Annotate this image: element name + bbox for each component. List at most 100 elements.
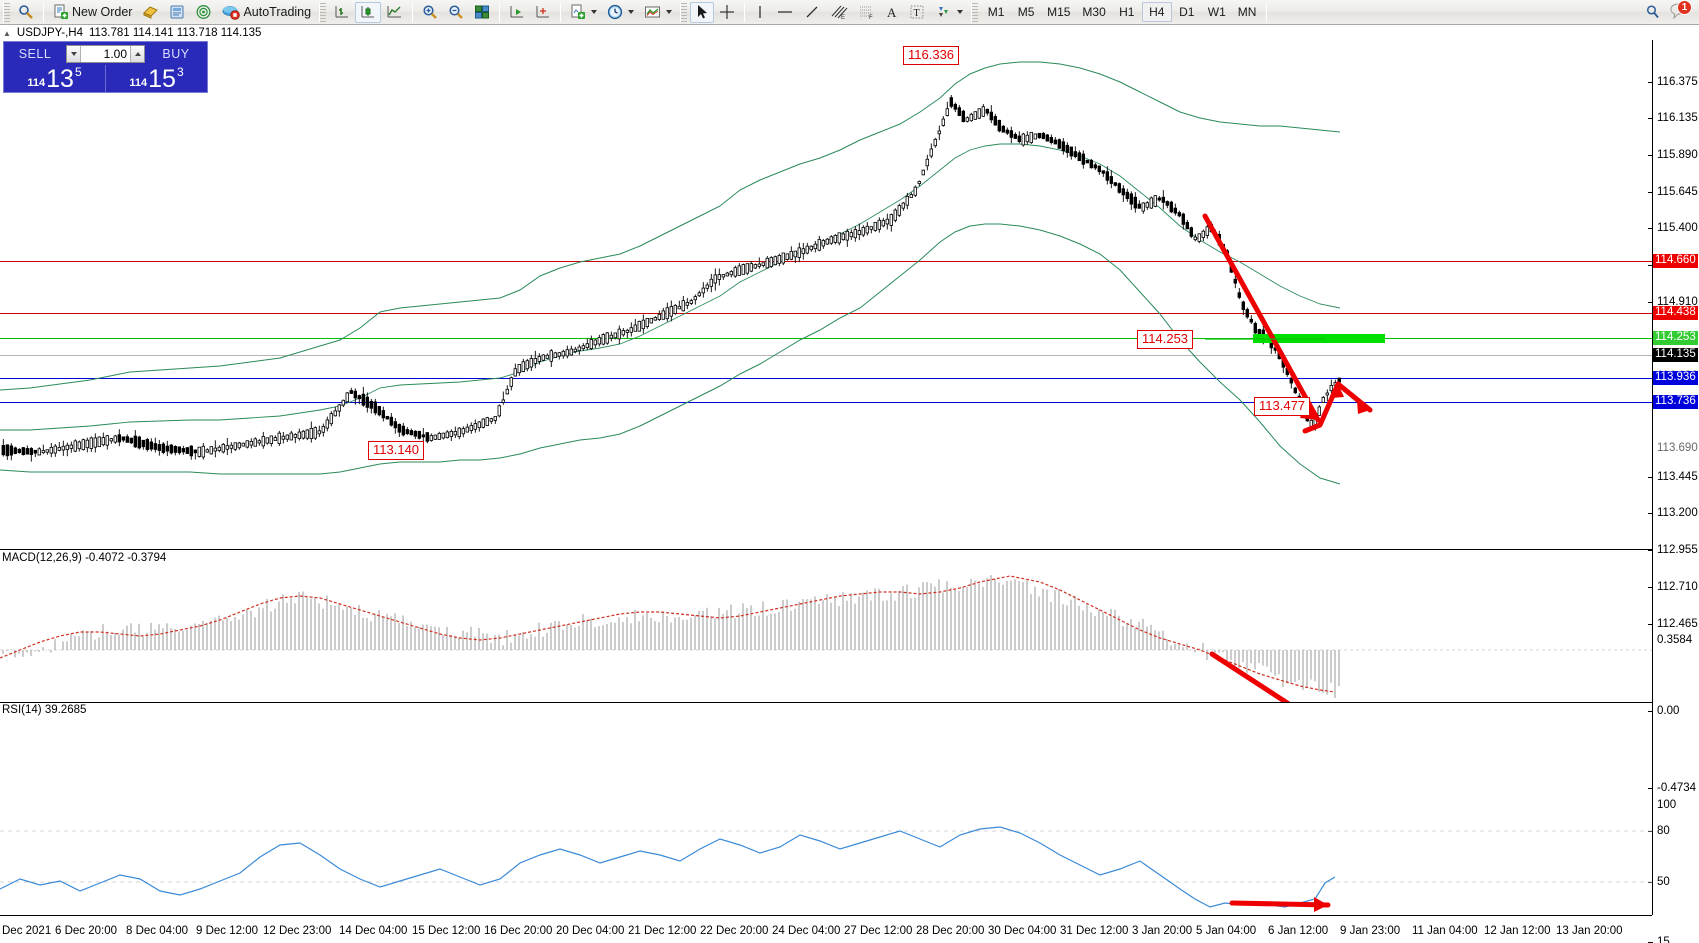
buy-price-sup: 3	[176, 65, 184, 79]
text-label-button[interactable]: T	[904, 2, 930, 23]
strategy-tester-button[interactable]	[164, 2, 190, 23]
vertical-line-button[interactable]	[749, 2, 771, 23]
crosshair-button[interactable]	[714, 2, 740, 23]
buy-price[interactable]: 114 15 3	[105, 65, 207, 93]
timeframe-m5[interactable]: M5	[1017, 5, 1035, 19]
search-icon[interactable]	[1645, 4, 1661, 20]
buy-button[interactable]: BUY	[162, 46, 190, 61]
tile-windows-button[interactable]	[469, 2, 495, 23]
fibonacci-button[interactable]: F	[853, 2, 880, 23]
horizontal-line-button[interactable]	[771, 2, 799, 23]
annot-114253[interactable]: 114.253	[1137, 330, 1194, 349]
level-line-113936[interactable]	[0, 378, 1652, 379]
toolbar-grip[interactable]	[3, 2, 10, 22]
sell-button[interactable]: SELL	[18, 46, 52, 61]
rsi-pane-svg[interactable]	[0, 703, 1652, 916]
price-pill-114135-current: 114.135	[1653, 348, 1698, 362]
level-line-114253[interactable]	[0, 338, 1652, 339]
expert-advisor-button[interactable]	[137, 2, 164, 23]
cursor-button[interactable]	[690, 1, 715, 23]
volume-decrement-button[interactable]	[67, 45, 81, 62]
chevron-down-icon[interactable]	[591, 10, 598, 14]
clock-icon	[607, 4, 623, 20]
time-axis[interactable]: Dec 2021 6 Dec 20:00 8 Dec 04:00 9 Dec 1…	[0, 915, 1652, 943]
level-line-113736[interactable]	[0, 402, 1652, 403]
down-trend-arrow[interactable]	[1202, 213, 1321, 423]
level-line-114438[interactable]	[0, 313, 1652, 314]
magnifier-left-icon[interactable]	[13, 2, 39, 23]
toolbar-grip-3[interactable]	[680, 2, 688, 22]
timeframe-mn[interactable]: MN	[1237, 5, 1257, 19]
macd-pane-svg[interactable]	[0, 550, 1652, 702]
volume-input[interactable]: 1.00	[103, 46, 127, 61]
annot-113477[interactable]: 113.477	[1254, 397, 1311, 416]
timeframe-h4[interactable]: H4	[1141, 2, 1172, 22]
text-button[interactable]: A	[880, 2, 904, 23]
toolbar-grip-2[interactable]	[319, 2, 327, 22]
toolbar-grip-4[interactable]	[971, 2, 979, 22]
chevron-down-icon[interactable]	[957, 10, 964, 14]
candlestick-chart-button[interactable]	[355, 1, 382, 23]
chevron-down-icon[interactable]	[666, 10, 673, 14]
svg-text:F: F	[869, 15, 873, 20]
toolbar-separator-2	[412, 2, 414, 22]
sell-price-big: 13	[46, 65, 74, 93]
volume-increment-button[interactable]	[130, 45, 144, 62]
periods-button[interactable]	[602, 2, 639, 23]
chart-shift-button[interactable]	[530, 2, 556, 23]
price-tick	[1648, 192, 1653, 193]
indicators-button[interactable]	[565, 2, 602, 23]
chart-canvas[interactable]: 116.375 116.135 115.890 115.645 115.400 …	[0, 40, 1699, 943]
chevron-down-icon[interactable]	[628, 10, 635, 14]
autotrading-button[interactable]: AutoTrading	[217, 2, 316, 23]
one-click-trading-panel[interactable]: SELL 1.00 BUY 114 13 5 114 15 3	[3, 41, 208, 93]
chevron-up-icon	[134, 51, 141, 56]
trendline-button[interactable]	[799, 2, 825, 23]
volume-stepper[interactable]: 1.00	[66, 44, 145, 63]
cursor-icon	[695, 4, 709, 20]
price-pane-svg[interactable]	[0, 40, 1652, 549]
time-label-12: 27 Dec 12:00	[844, 925, 913, 937]
bollinger-lower-band	[0, 223, 1341, 485]
bollinger-middle-band	[0, 143, 1341, 431]
price-tick	[1648, 477, 1653, 478]
timeframe-w1[interactable]: W1	[1207, 5, 1226, 19]
price-tick	[1648, 624, 1653, 625]
crosshair-icon	[719, 4, 735, 20]
objects-icon	[935, 4, 952, 20]
templates-button[interactable]	[639, 2, 677, 23]
macd-down-arrow[interactable]	[1209, 651, 1338, 702]
price-tick	[1648, 118, 1653, 119]
timeframe-m1[interactable]: M1	[987, 5, 1005, 19]
candlestick-series	[1, 95, 1341, 462]
navigator-button[interactable]	[190, 2, 217, 23]
up-reversal-arrow[interactable]	[1302, 381, 1373, 434]
timeframe-m30[interactable]: M30	[1082, 5, 1106, 19]
annot-113140[interactable]: 113.140	[368, 441, 425, 460]
macd-histogram	[2, 575, 1340, 699]
price-label-115645: 115.645	[1657, 186, 1698, 198]
new-order-button[interactable]: New Order	[48, 2, 137, 23]
line-chart-button[interactable]	[381, 2, 408, 23]
pane-separator-rsi[interactable]	[0, 702, 1652, 703]
collapse-arrow-icon[interactable]: ▲	[3, 28, 11, 38]
equidistant-channel-button[interactable]: E	[825, 2, 853, 23]
timeframe-d1[interactable]: D1	[1179, 5, 1195, 19]
zoom-out-button[interactable]	[443, 2, 469, 23]
annot-116336[interactable]: 116.336	[903, 46, 960, 65]
toolbar-separator-3	[499, 2, 501, 22]
notifications-icon[interactable]: 1	[1669, 0, 1692, 22]
pane-separator-macd[interactable]	[0, 549, 1652, 550]
vertical-line-icon	[754, 4, 766, 20]
bar-chart-button[interactable]	[329, 2, 355, 23]
zoom-in-button[interactable]	[417, 2, 443, 23]
timeframe-m15[interactable]: M15	[1047, 5, 1071, 19]
level-line-114660[interactable]	[0, 261, 1652, 262]
rsi-right-arrow[interactable]	[1229, 897, 1331, 912]
rsi-tick	[1648, 882, 1653, 883]
objects-button[interactable]	[930, 2, 968, 23]
auto-scroll-button[interactable]	[504, 2, 530, 23]
symbol-info-bar: ▲ USDJPY-,H4 113.781 114.141 113.718 114…	[0, 26, 1699, 40]
timeframe-h1[interactable]: H1	[1119, 5, 1135, 19]
sell-price[interactable]: 114 13 5	[4, 65, 105, 93]
